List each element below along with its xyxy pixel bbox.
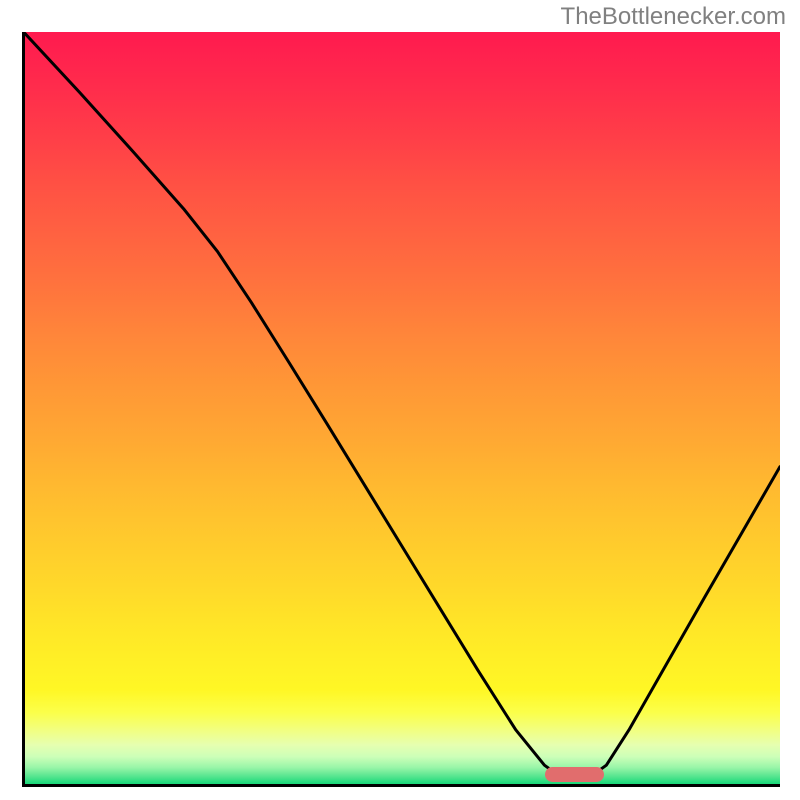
y-axis (22, 32, 25, 787)
optimal-marker (545, 767, 604, 782)
x-axis (22, 784, 780, 787)
plot-area (25, 32, 780, 784)
bottleneck-curve (25, 34, 780, 778)
watermark-text: TheBottlenecker.com (561, 3, 786, 31)
chart-curve-svg (25, 32, 780, 784)
